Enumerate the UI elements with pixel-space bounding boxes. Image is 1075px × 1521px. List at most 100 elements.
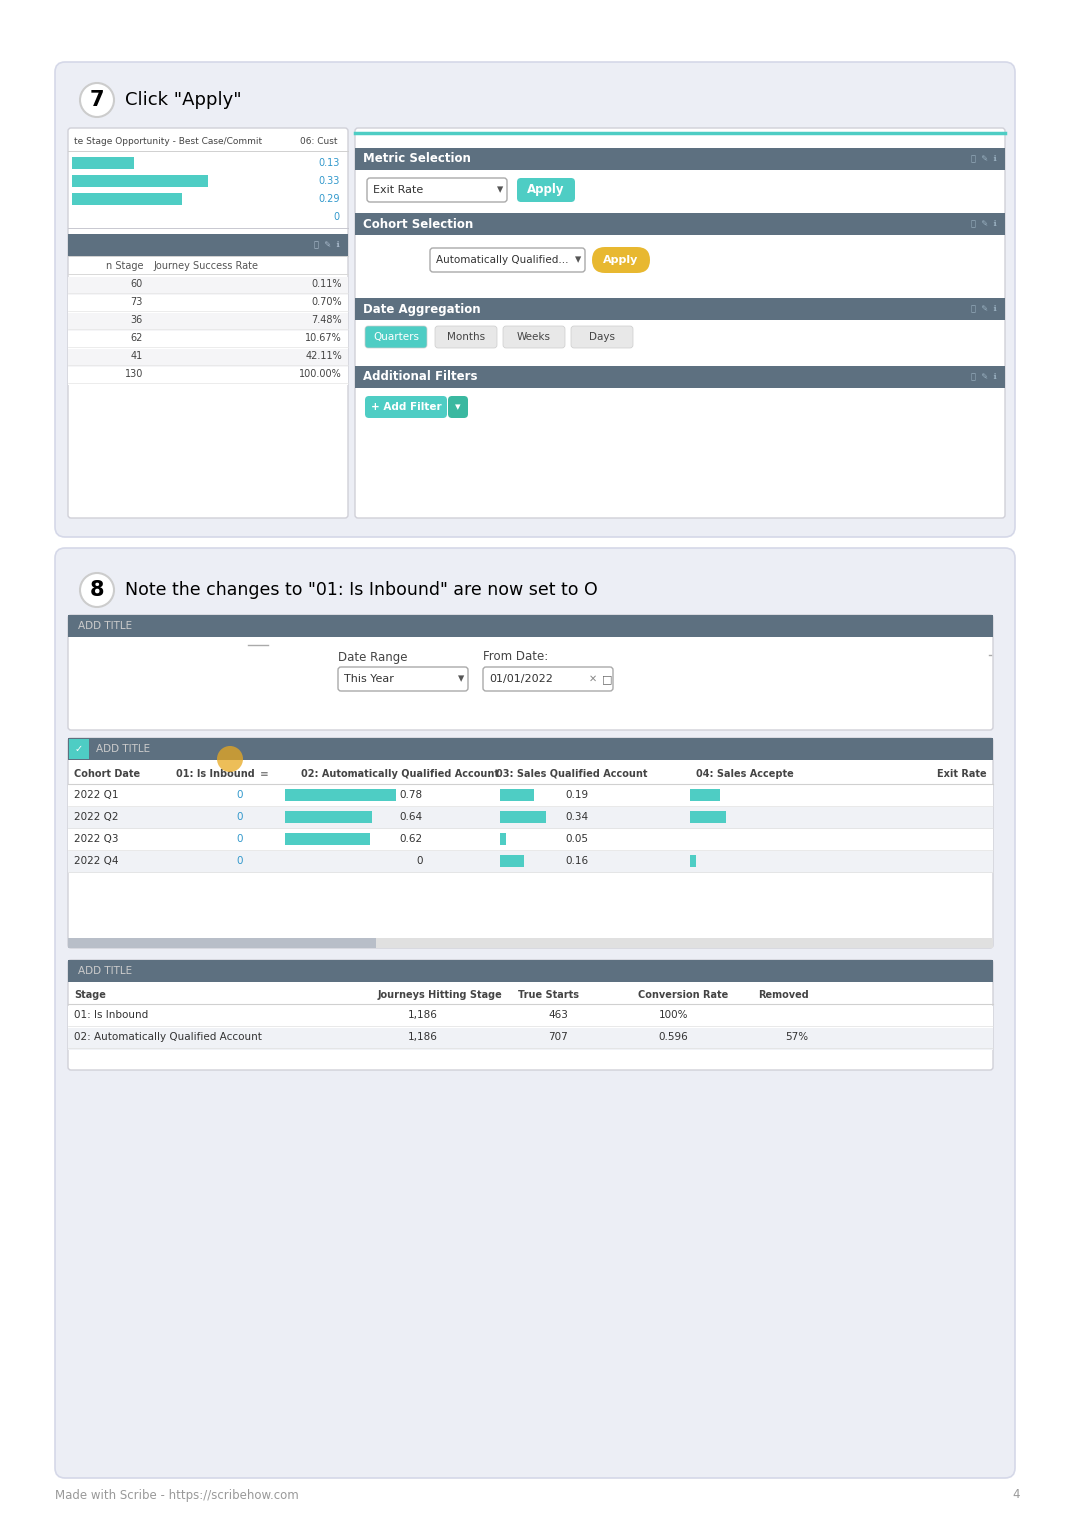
FancyBboxPatch shape	[592, 246, 650, 272]
FancyBboxPatch shape	[68, 738, 993, 948]
FancyBboxPatch shape	[503, 325, 565, 348]
Text: 04: Sales Accepte: 04: Sales Accepte	[697, 770, 793, 779]
Bar	[72, 175, 209, 187]
Text: 0.78: 0.78	[400, 789, 422, 800]
Text: 0.34: 0.34	[564, 812, 588, 821]
Text: ⓘ  ✎  ℹ: ⓘ ✎ ℹ	[972, 304, 997, 313]
Bar	[68, 852, 993, 873]
Text: 01/01/2022: 01/01/2022	[489, 674, 553, 684]
Text: 4: 4	[1013, 1489, 1020, 1501]
Bar	[72, 157, 133, 169]
Text: 0.29: 0.29	[318, 195, 340, 204]
Bar	[68, 829, 993, 852]
Text: 2022 Q3: 2022 Q3	[74, 834, 118, 844]
Text: ✓: ✓	[75, 744, 83, 754]
Bar	[500, 789, 533, 802]
Text: 41: 41	[131, 351, 143, 360]
Text: ADD TITLE: ADD TITLE	[78, 966, 132, 976]
Text: 03: Sales Qualified Account: 03: Sales Qualified Account	[497, 770, 648, 779]
Text: Journeys Hitting Stage: Journeys Hitting Stage	[378, 990, 503, 999]
FancyBboxPatch shape	[55, 548, 1015, 1478]
FancyBboxPatch shape	[68, 614, 993, 730]
Text: ≡: ≡	[260, 770, 269, 779]
FancyBboxPatch shape	[355, 128, 1005, 519]
Circle shape	[217, 745, 243, 773]
Bar	[285, 834, 370, 846]
FancyBboxPatch shape	[366, 395, 447, 418]
Text: 0.70%: 0.70%	[312, 297, 342, 307]
Text: 0: 0	[236, 812, 243, 821]
Bar	[68, 808, 993, 829]
Circle shape	[80, 84, 114, 117]
FancyBboxPatch shape	[55, 62, 1015, 537]
Text: 100.00%: 100.00%	[299, 370, 342, 379]
Bar	[68, 1028, 993, 1049]
Text: 0: 0	[236, 789, 243, 800]
Bar	[500, 855, 524, 867]
Text: 463: 463	[548, 1010, 568, 1021]
Text: te Stage Opportunity - Best Case/Commit: te Stage Opportunity - Best Case/Commit	[74, 137, 262, 146]
Text: 100%: 100%	[659, 1010, 688, 1021]
Text: ✕: ✕	[589, 674, 597, 684]
Text: Weeks: Weeks	[517, 332, 551, 342]
Text: ⓘ  ✎  ℹ: ⓘ ✎ ℹ	[972, 373, 997, 382]
Text: 73: 73	[131, 297, 143, 307]
Text: Journey Success Rate: Journey Success Rate	[153, 262, 258, 271]
Text: 0: 0	[236, 834, 243, 844]
FancyBboxPatch shape	[571, 325, 633, 348]
FancyBboxPatch shape	[430, 248, 585, 272]
Text: 42.11%: 42.11%	[305, 351, 342, 360]
Text: This Year: This Year	[344, 674, 393, 684]
Text: 10.67%: 10.67%	[305, 333, 342, 344]
Text: 02: Automatically Qualified Account: 02: Automatically Qualified Account	[301, 770, 499, 779]
FancyBboxPatch shape	[367, 178, 507, 202]
Bar	[500, 834, 506, 846]
Text: Exit Rate: Exit Rate	[373, 186, 424, 195]
Text: 0.11%: 0.11%	[312, 278, 342, 289]
Bar	[690, 789, 720, 802]
Text: 0.13: 0.13	[318, 158, 340, 167]
FancyBboxPatch shape	[68, 128, 348, 519]
Text: Days: Days	[589, 332, 615, 342]
Text: 0.64: 0.64	[400, 812, 422, 821]
Text: 1,186: 1,186	[408, 1033, 438, 1042]
Text: Quarters: Quarters	[373, 332, 419, 342]
FancyBboxPatch shape	[483, 668, 613, 691]
Text: ADD TITLE: ADD TITLE	[96, 744, 150, 754]
Text: Months: Months	[447, 332, 485, 342]
Text: Note the changes to "01: Is Inbound" are now set to O: Note the changes to "01: Is Inbound" are…	[125, 581, 598, 599]
Bar	[68, 785, 993, 808]
Text: ▾: ▾	[455, 402, 461, 412]
Text: 130: 130	[125, 370, 143, 379]
Text: 06: Cust: 06: Cust	[301, 137, 338, 146]
Text: Cohort Date: Cohort Date	[74, 770, 140, 779]
Text: 0.16: 0.16	[564, 856, 588, 865]
Text: From Date:: From Date:	[483, 651, 548, 663]
Text: Additional Filters: Additional Filters	[363, 371, 477, 383]
Text: 02: Automatically Qualified Account: 02: Automatically Qualified Account	[74, 1033, 262, 1042]
Text: ⓘ  ✎  ℹ: ⓘ ✎ ℹ	[314, 240, 340, 249]
Bar	[69, 739, 89, 759]
Text: 01: Is Inbound: 01: Is Inbound	[74, 1010, 148, 1021]
Text: 0: 0	[334, 211, 340, 222]
Text: 0.62: 0.62	[400, 834, 422, 844]
Text: n Stage: n Stage	[105, 262, 143, 271]
Text: 60: 60	[131, 278, 143, 289]
Bar	[285, 789, 396, 802]
Text: ▾: ▾	[575, 254, 582, 266]
Bar	[500, 811, 546, 823]
Text: Conversion Rate: Conversion Rate	[637, 990, 728, 999]
Text: 1,186: 1,186	[408, 1010, 438, 1021]
Text: 0: 0	[416, 856, 422, 865]
Text: 62: 62	[131, 333, 143, 344]
Text: Stage: Stage	[74, 990, 105, 999]
Text: Click "Apply": Click "Apply"	[125, 91, 242, 110]
Text: 0.05: 0.05	[565, 834, 588, 844]
Text: Date Range: Date Range	[338, 651, 407, 663]
Text: Exit Rate: Exit Rate	[937, 770, 987, 779]
FancyBboxPatch shape	[435, 325, 497, 348]
Bar	[68, 332, 348, 348]
Text: + Add Filter: + Add Filter	[371, 402, 442, 412]
Text: 7.48%: 7.48%	[312, 315, 342, 325]
Text: ⓘ  ✎  ℹ: ⓘ ✎ ℹ	[972, 155, 997, 163]
